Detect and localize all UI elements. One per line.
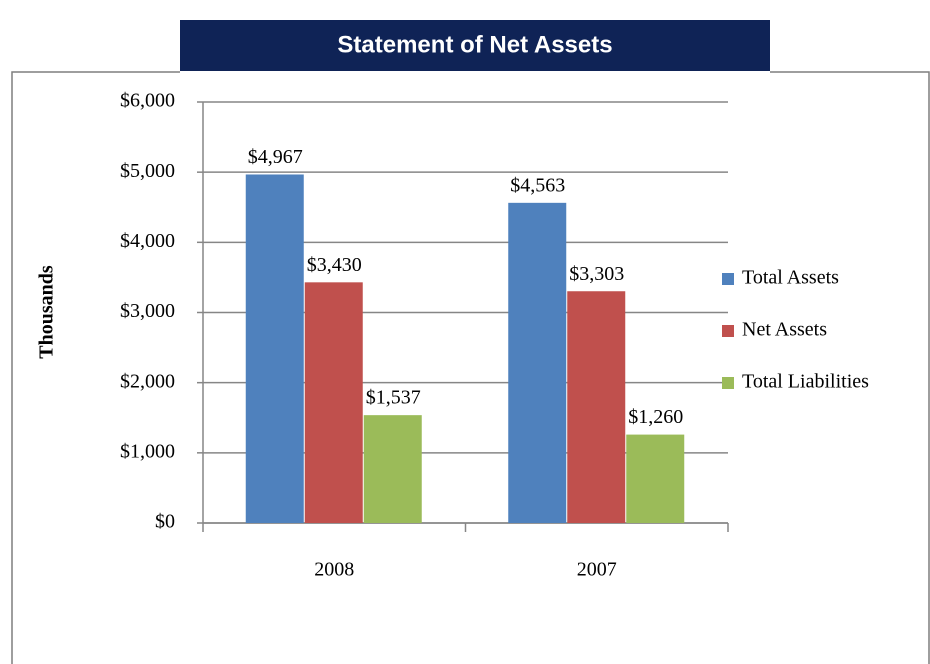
- bar: [363, 415, 422, 523]
- bar: [304, 282, 363, 523]
- legend-swatch: [722, 325, 734, 337]
- title-banner: [180, 20, 770, 71]
- legend-label: Total Liabilities: [742, 371, 869, 393]
- y-axis-label: Thousands: [36, 265, 58, 359]
- x-tick-label: 2007: [577, 559, 617, 581]
- y-tick-label: $4,000: [120, 230, 175, 252]
- legend-label: Total Assets: [742, 267, 839, 289]
- y-tick-label: $1,000: [120, 440, 175, 462]
- y-tick-label: $5,000: [120, 160, 175, 182]
- bar: [626, 434, 685, 523]
- y-tick-label: $6,000: [120, 90, 175, 112]
- y-tick-label: $3,000: [120, 300, 175, 322]
- data-label: $3,303: [569, 263, 624, 285]
- frame: [11, 71, 930, 664]
- legend-swatch: [722, 377, 734, 389]
- legend-label: Net Assets: [742, 319, 827, 341]
- data-label: $3,430: [307, 254, 362, 276]
- data-label: $1,260: [628, 406, 683, 428]
- y-tick-label: $0: [155, 511, 175, 533]
- bar: [508, 202, 567, 523]
- bar: [245, 174, 304, 523]
- legend-swatch: [722, 273, 734, 285]
- x-tick-label: 2008: [314, 559, 354, 581]
- data-label: $4,563: [510, 174, 565, 196]
- y-tick-label: $2,000: [120, 370, 175, 392]
- chart-title: Statement of Net Assets: [337, 31, 612, 58]
- data-label: $1,537: [366, 387, 421, 409]
- data-label: $4,967: [248, 146, 303, 168]
- bar: [567, 291, 626, 523]
